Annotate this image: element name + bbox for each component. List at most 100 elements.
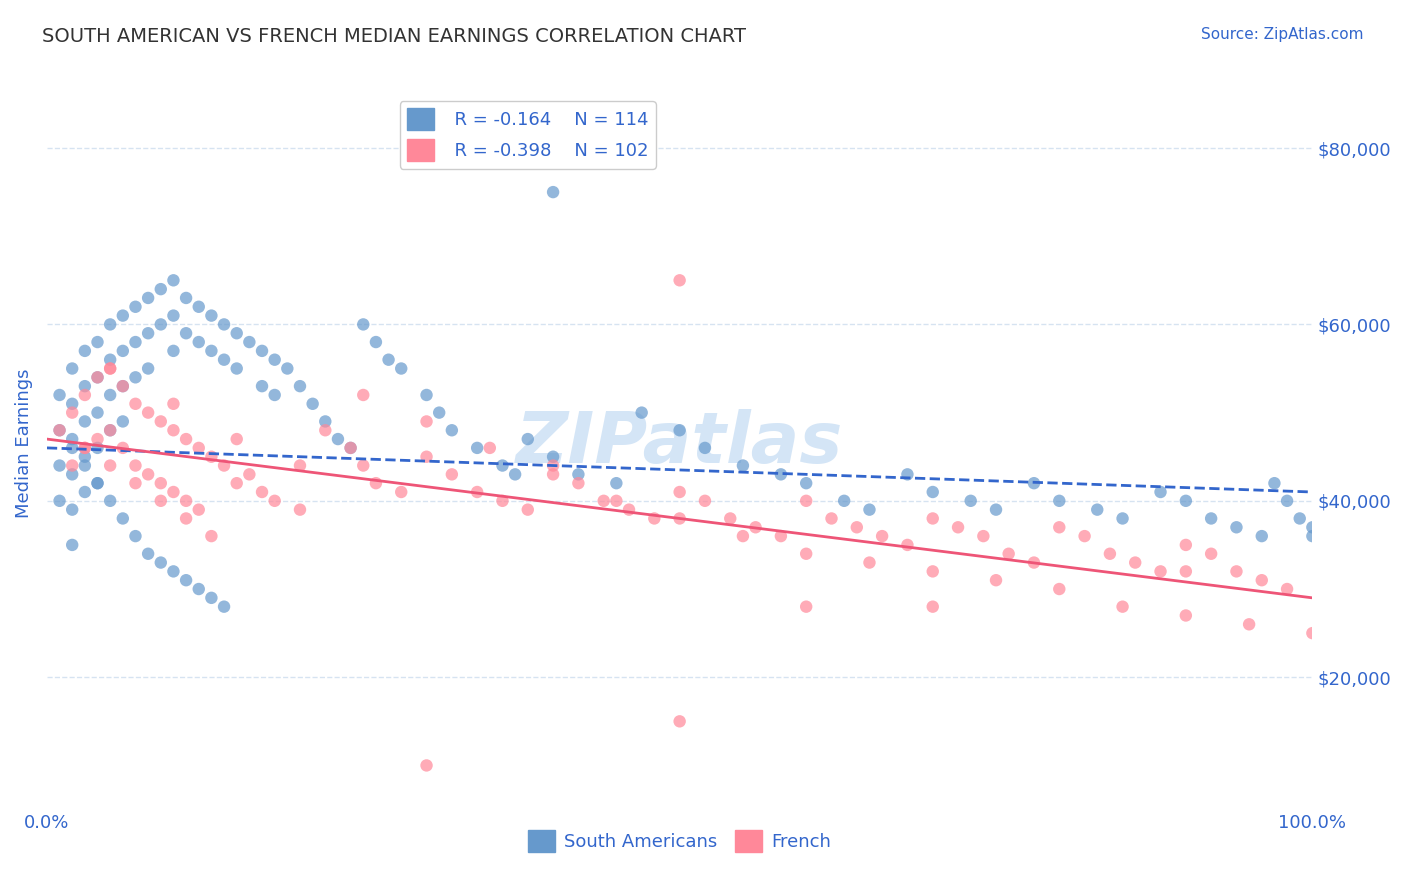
Point bbox=[200, 343, 222, 358]
Point bbox=[136, 361, 159, 376]
Point bbox=[984, 502, 1007, 516]
Point bbox=[98, 388, 121, 402]
Point bbox=[238, 334, 260, 349]
Point bbox=[174, 432, 197, 446]
Point bbox=[1085, 502, 1108, 516]
Point bbox=[111, 343, 134, 358]
Point bbox=[60, 538, 83, 552]
Point bbox=[48, 493, 70, 508]
Point bbox=[870, 529, 893, 543]
Point bbox=[718, 511, 741, 525]
Point bbox=[98, 493, 121, 508]
Point bbox=[111, 414, 134, 428]
Point bbox=[567, 476, 589, 491]
Point bbox=[73, 485, 96, 500]
Point bbox=[794, 476, 817, 491]
Point bbox=[1174, 493, 1197, 508]
Point bbox=[541, 185, 564, 199]
Point bbox=[858, 502, 880, 516]
Point bbox=[693, 493, 716, 508]
Point bbox=[731, 458, 754, 473]
Point bbox=[98, 318, 121, 332]
Point bbox=[174, 326, 197, 341]
Point bbox=[1199, 547, 1222, 561]
Point bbox=[1174, 608, 1197, 623]
Point bbox=[187, 334, 209, 349]
Point bbox=[972, 529, 994, 543]
Point bbox=[288, 458, 311, 473]
Point bbox=[60, 361, 83, 376]
Point bbox=[136, 547, 159, 561]
Point bbox=[1275, 493, 1298, 508]
Point bbox=[440, 423, 463, 437]
Point bbox=[124, 300, 146, 314]
Point bbox=[794, 547, 817, 561]
Point bbox=[187, 582, 209, 596]
Point bbox=[73, 441, 96, 455]
Point bbox=[250, 343, 273, 358]
Point bbox=[124, 370, 146, 384]
Point bbox=[301, 397, 323, 411]
Point bbox=[98, 361, 121, 376]
Point bbox=[769, 529, 792, 543]
Point bbox=[415, 758, 437, 772]
Point bbox=[212, 318, 235, 332]
Point bbox=[478, 441, 501, 455]
Point bbox=[86, 441, 108, 455]
Point bbox=[984, 573, 1007, 587]
Point bbox=[86, 370, 108, 384]
Point bbox=[643, 511, 665, 525]
Point bbox=[1149, 485, 1171, 500]
Point bbox=[465, 485, 488, 500]
Point bbox=[377, 352, 399, 367]
Point bbox=[1047, 520, 1070, 534]
Point bbox=[86, 406, 108, 420]
Point bbox=[921, 511, 943, 525]
Point bbox=[60, 406, 83, 420]
Point bbox=[1073, 529, 1095, 543]
Point bbox=[617, 502, 640, 516]
Point bbox=[60, 467, 83, 482]
Point bbox=[921, 485, 943, 500]
Point bbox=[516, 432, 538, 446]
Point bbox=[200, 529, 222, 543]
Point bbox=[111, 441, 134, 455]
Point bbox=[896, 538, 918, 552]
Point bbox=[946, 520, 969, 534]
Point bbox=[162, 309, 184, 323]
Point bbox=[124, 476, 146, 491]
Point bbox=[212, 599, 235, 614]
Point bbox=[162, 423, 184, 437]
Point bbox=[111, 379, 134, 393]
Point bbox=[124, 458, 146, 473]
Point bbox=[200, 309, 222, 323]
Point bbox=[225, 476, 247, 491]
Point bbox=[225, 432, 247, 446]
Point bbox=[389, 485, 412, 500]
Point bbox=[668, 423, 690, 437]
Point bbox=[86, 432, 108, 446]
Point bbox=[693, 441, 716, 455]
Point bbox=[389, 361, 412, 376]
Point bbox=[516, 502, 538, 516]
Point bbox=[48, 423, 70, 437]
Point bbox=[98, 352, 121, 367]
Point bbox=[149, 493, 172, 508]
Point bbox=[794, 599, 817, 614]
Point bbox=[339, 441, 361, 455]
Point bbox=[1111, 599, 1133, 614]
Point bbox=[1250, 529, 1272, 543]
Point bbox=[162, 273, 184, 287]
Point bbox=[73, 458, 96, 473]
Point bbox=[263, 388, 285, 402]
Point bbox=[1174, 565, 1197, 579]
Point bbox=[1022, 556, 1045, 570]
Point bbox=[832, 493, 855, 508]
Point bbox=[73, 343, 96, 358]
Point bbox=[250, 485, 273, 500]
Point bbox=[98, 423, 121, 437]
Point bbox=[769, 467, 792, 482]
Point bbox=[200, 591, 222, 605]
Point bbox=[921, 565, 943, 579]
Point bbox=[288, 502, 311, 516]
